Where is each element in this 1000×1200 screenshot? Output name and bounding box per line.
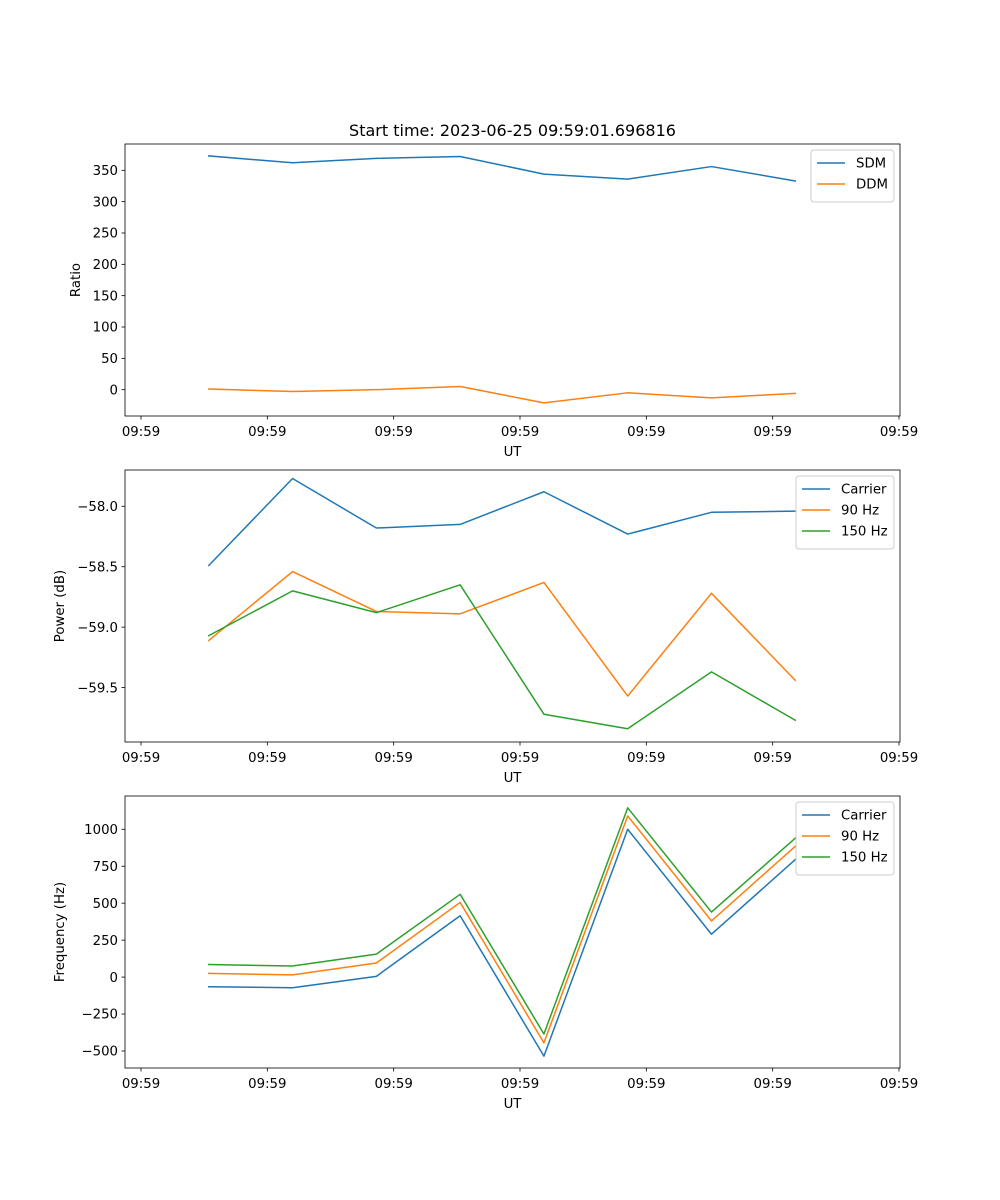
- frequency-y-tick-label: 250: [93, 934, 118, 949]
- frequency-y-tick-label: −250: [81, 1008, 118, 1023]
- frequency-x-tick-label: 09:59: [627, 1077, 665, 1092]
- power-series-150-hz-line: [207, 584, 797, 730]
- frequency-legend: Carrier 90 Hz 150 Hz: [795, 801, 895, 876]
- power-subplot: 09:5909:5909:5909:5909:5909:5909:5910:00…: [53, 469, 918, 786]
- power-y-tick-label: −59.0: [77, 621, 118, 636]
- power-x-tick-label: 09:59: [122, 751, 160, 766]
- ratio-legend-entry: SDM: [856, 157, 886, 172]
- power-x-tick-label: 09:59: [375, 751, 413, 766]
- ratio-y-axis-label: Ratio: [69, 263, 84, 297]
- power-y-axis-label: Power (dB): [53, 570, 68, 642]
- power-legend-entry: Carrier: [841, 483, 887, 498]
- ratio-y-tick-label: 50: [101, 352, 118, 367]
- ratio-x-tick-label: 09:59: [501, 425, 539, 440]
- power-legend-entry: 90 Hz: [841, 504, 879, 519]
- ratio-y-tick-label: 300: [93, 195, 118, 210]
- power-x-tick-label: 09:59: [501, 751, 539, 766]
- frequency-series-carrier-line: [208, 828, 797, 1057]
- frequency-y-tick-label: 0: [110, 971, 118, 986]
- power-y-tick-label: −58.0: [77, 500, 118, 515]
- ratio-x-tick-label: 09:59: [248, 425, 286, 440]
- ratio-y-tick-label: 150: [93, 289, 118, 304]
- ratio-x-tick-label: 09:59: [122, 425, 160, 440]
- chart-title: Start time: 2023-06-25 09:59:01.696816: [349, 121, 676, 140]
- ratio-legend-entry: DDM: [856, 178, 888, 193]
- frequency-legend-entry: 90 Hz: [841, 830, 879, 845]
- frequency-legend-entry: 150 Hz: [841, 851, 888, 866]
- frequency-axes-frame: [124, 795, 901, 1069]
- ratio-axes-frame: [124, 143, 901, 417]
- frequency-y-tick-label: −500: [81, 1045, 118, 1060]
- ratio-x-axis-label: UT: [504, 445, 523, 460]
- frequency-y-tick-label: 750: [93, 860, 118, 875]
- ratio-x-tick-label: 09:59: [627, 425, 665, 440]
- power-axes-frame: [124, 469, 901, 743]
- frequency-x-tick-label: 09:59: [375, 1077, 413, 1092]
- frequency-subplot: 09:5909:5909:5909:5909:5909:5909:5910:00…: [53, 795, 918, 1112]
- ratio-y-tick-label: 250: [93, 227, 118, 242]
- power-legend-entry: 150 Hz: [841, 525, 888, 540]
- ratio-x-tick-label: 09:59: [880, 425, 918, 440]
- ratio-subplot: 09:5909:5909:5909:5909:5909:5909:5910:00…: [69, 143, 918, 460]
- frequency-x-tick-label: 09:59: [248, 1077, 286, 1092]
- frequency-series-150-hz-line: [208, 807, 797, 1035]
- power-x-tick-label: 09:59: [248, 751, 286, 766]
- power-series-carrier-line: [207, 477, 797, 567]
- frequency-legend-entry: Carrier: [841, 809, 887, 824]
- power-x-tick-label: 09:59: [754, 751, 792, 766]
- ratio-y-tick-label: 350: [93, 164, 118, 179]
- ratio-y-tick-label: 200: [93, 258, 118, 273]
- frequency-y-tick-label: 1000: [84, 823, 118, 838]
- ratio-legend: SDM DDM: [810, 149, 895, 203]
- frequency-y-axis-label: Frequency (Hz): [53, 882, 68, 982]
- ratio-y-tick-label: 100: [93, 321, 118, 336]
- ratio-x-tick-label: 09:59: [375, 425, 413, 440]
- power-y-tick-label: −58.5: [77, 560, 118, 575]
- ratio-series-sdm-line: [207, 155, 797, 182]
- ratio-x-tick-label: 09:59: [754, 425, 792, 440]
- frequency-x-tick-label: 09:59: [122, 1077, 160, 1092]
- ratio-y-tick-label: 0: [110, 383, 118, 398]
- frequency-x-tick-label: 09:59: [880, 1077, 918, 1092]
- power-x-tick-label: 09:59: [627, 751, 665, 766]
- frequency-y-tick-label: 500: [93, 897, 118, 912]
- frequency-series-90-hz-line: [208, 815, 797, 1044]
- power-x-axis-label: UT: [504, 771, 523, 786]
- power-legend: Carrier 90 Hz 150 Hz: [795, 475, 895, 550]
- power-series-90-hz-line: [207, 570, 797, 697]
- power-x-tick-label: 09:59: [880, 751, 918, 766]
- ratio-series-ddm-line: [208, 385, 797, 404]
- power-y-tick-label: −59.5: [77, 681, 118, 696]
- frequency-x-tick-label: 09:59: [754, 1077, 792, 1092]
- frequency-x-tick-label: 09:59: [501, 1077, 539, 1092]
- frequency-x-axis-label: UT: [504, 1097, 523, 1112]
